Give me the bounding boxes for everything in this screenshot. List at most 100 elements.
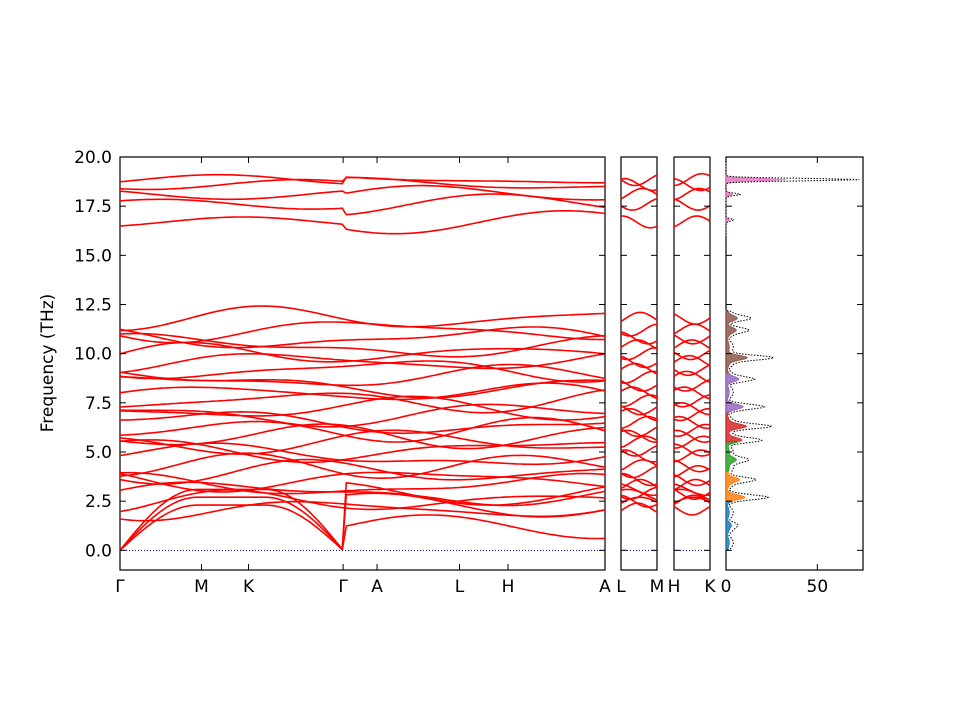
band-line: [620, 331, 658, 345]
band-line: [620, 386, 658, 400]
band-line: [620, 478, 658, 490]
band-line: [119, 471, 606, 495]
band-line: [673, 334, 711, 345]
band-line: [119, 482, 606, 552]
band-line: [119, 210, 606, 235]
band-lines-panel-3: [673, 172, 711, 551]
dos-panel-frame: [725, 156, 864, 571]
band-line: [620, 426, 658, 438]
y-tick-label: 0.0: [85, 541, 112, 561]
band-line: [620, 339, 658, 350]
dos-x-tick-label: 0: [721, 577, 732, 597]
y-tick-label: 10.0: [74, 345, 112, 365]
band-line: [620, 311, 658, 322]
band-lines-panel-1: [119, 173, 606, 552]
band-line: [119, 489, 606, 513]
band-line: [620, 494, 658, 508]
x-tick-label: M: [650, 577, 665, 597]
band-line: [673, 313, 711, 326]
band-line: [673, 364, 711, 377]
band-panel-3-frame: [673, 156, 711, 571]
y-axis-label: Frequency (THz): [38, 294, 58, 433]
x-tick-label: M: [194, 577, 209, 597]
partial-dos-area: [725, 372, 744, 414]
band-line: [673, 443, 711, 457]
band-line: [673, 177, 711, 192]
band-line: [621, 215, 658, 229]
band-line: [620, 347, 657, 361]
partial-dos-area: [725, 412, 748, 443]
band-line: [673, 415, 711, 430]
band-line: [119, 439, 605, 464]
band-line: [119, 363, 606, 387]
y-tick-label: 20.0: [74, 148, 112, 168]
band-line: [620, 362, 658, 375]
x-tick-label: Γ: [338, 577, 348, 597]
partial-dos-area: [725, 471, 746, 502]
band-line: [620, 415, 658, 430]
band-panel-1-frame: [119, 156, 606, 571]
y-tick-label: 2.5: [85, 492, 112, 512]
partial-dos-area: [725, 157, 787, 236]
band-line: [620, 465, 658, 479]
y-tick-label: 15.0: [74, 246, 112, 266]
x-tick-label: A: [371, 577, 383, 597]
band-line: [620, 429, 658, 444]
band-line: [119, 353, 606, 374]
x-tick-label: H: [668, 577, 681, 597]
band-line: [673, 407, 711, 422]
band-line: [119, 504, 606, 552]
band-line: [119, 429, 606, 455]
band-line: [620, 444, 658, 457]
band-line: [673, 323, 711, 335]
band-line: [620, 370, 658, 385]
band-line: [119, 500, 606, 522]
band-line: [620, 502, 658, 513]
band-line: [620, 435, 658, 449]
band-line: [673, 429, 711, 444]
band-line: [673, 423, 711, 438]
dos-curves: 0 50: [721, 157, 860, 597]
band-line: [620, 404, 658, 416]
band-line: [673, 378, 711, 392]
band-line: [673, 478, 711, 491]
band-line: [119, 326, 606, 349]
band-line: [673, 488, 711, 500]
band-line: [620, 198, 658, 211]
band-line: [119, 395, 606, 421]
band-line: [673, 473, 711, 487]
band-line: [620, 174, 658, 187]
x-tick-label: K: [704, 577, 716, 597]
band-line: [119, 305, 606, 332]
band-line: [119, 389, 606, 414]
x-tick-label: L: [616, 577, 626, 597]
band-lines-panel-2: [620, 174, 658, 551]
band-line: [673, 354, 711, 367]
band-line: [620, 323, 658, 337]
band-line: [119, 176, 606, 191]
x-tick-label: A: [599, 577, 611, 597]
band-line: [673, 505, 711, 516]
band-line: [119, 173, 605, 185]
band-line: [673, 215, 711, 228]
band-line: [119, 382, 606, 401]
band-line: [119, 332, 606, 358]
partial-dos-area: [725, 309, 749, 374]
dos-x-tick-label: 50: [807, 577, 829, 597]
band-line: [673, 172, 711, 187]
partial-dos-area: [725, 441, 738, 473]
band-line: [119, 423, 606, 450]
band-line: [119, 452, 606, 479]
band-line: [119, 410, 606, 435]
x-tick-label: K: [243, 577, 255, 597]
band-line: [673, 465, 711, 478]
y-axis-ticks: 0.0 2.5 5.0 7.5 10.0 12.5 15.0 17.5 20.0: [74, 148, 863, 561]
band-line: [620, 486, 658, 501]
y-tick-label: 12.5: [74, 296, 112, 316]
band-line: [673, 459, 711, 473]
x-tick-label: L: [455, 577, 465, 597]
band-line: [119, 471, 606, 493]
total-dos-line: [725, 158, 860, 570]
